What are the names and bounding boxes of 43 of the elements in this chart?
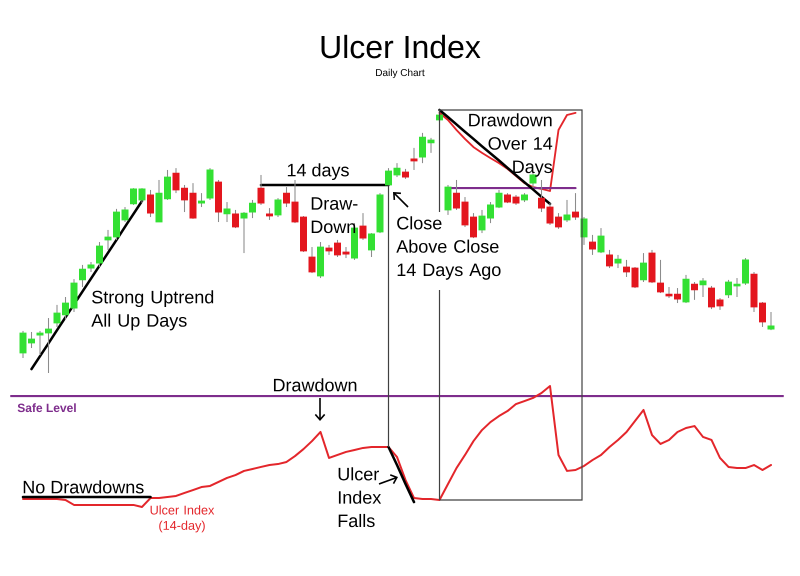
annotation: Close Above Close 14 Days Ago: [396, 216, 501, 280]
candlestick: [742, 258, 749, 286]
candlestick: [410, 147, 418, 170]
candlestick: [274, 198, 282, 218]
chart-subtitle: Daily Chart: [376, 68, 425, 78]
candlestick: [589, 234, 596, 256]
chart-title: Ulcer Index: [322, 34, 481, 58]
annotation: Strong Uptrend All Up Days: [91, 290, 214, 330]
candlestick: [402, 168, 410, 180]
ref-line-label: Safe Level: [18, 403, 76, 412]
candlestick: [572, 192, 579, 220]
candlestick: [198, 192, 206, 208]
candlestick: [682, 274, 690, 304]
candlestick: [79, 264, 86, 288]
annotation: Ulcer Index Falls: [338, 467, 382, 528]
candlestick: [224, 202, 231, 223]
candlestick: [640, 252, 647, 283]
candlestick: [598, 228, 605, 254]
annotation: Drawdown Over 14 Days: [469, 113, 552, 177]
candlestick: [147, 189, 154, 218]
annotation: 14 days: [288, 163, 349, 180]
candlestick: [700, 278, 707, 298]
annotation: Draw-Down: [312, 197, 358, 234]
candlestick: [249, 199, 256, 219]
candlestick: [232, 209, 239, 229]
candlestick: [768, 311, 774, 331]
candlestick: [258, 174, 264, 206]
candlestick: [691, 281, 698, 300]
candlestick: [606, 249, 614, 269]
candlestick: [444, 184, 452, 216]
candlestick: [360, 212, 366, 240]
candlestick: [88, 261, 95, 273]
candlestick: [564, 199, 570, 223]
annotation: Drawdown: [274, 378, 356, 392]
candlestick: [657, 259, 664, 294]
candlestick: [240, 212, 248, 254]
candlestick: [96, 241, 104, 268]
candlestick: [368, 232, 375, 258]
candlestick: [614, 254, 622, 269]
candlestick: [308, 246, 316, 274]
annotation: No Drawdowns: [24, 480, 144, 494]
series-label: Ulcer Index (14-day): [150, 505, 214, 532]
candlestick: [266, 208, 273, 220]
